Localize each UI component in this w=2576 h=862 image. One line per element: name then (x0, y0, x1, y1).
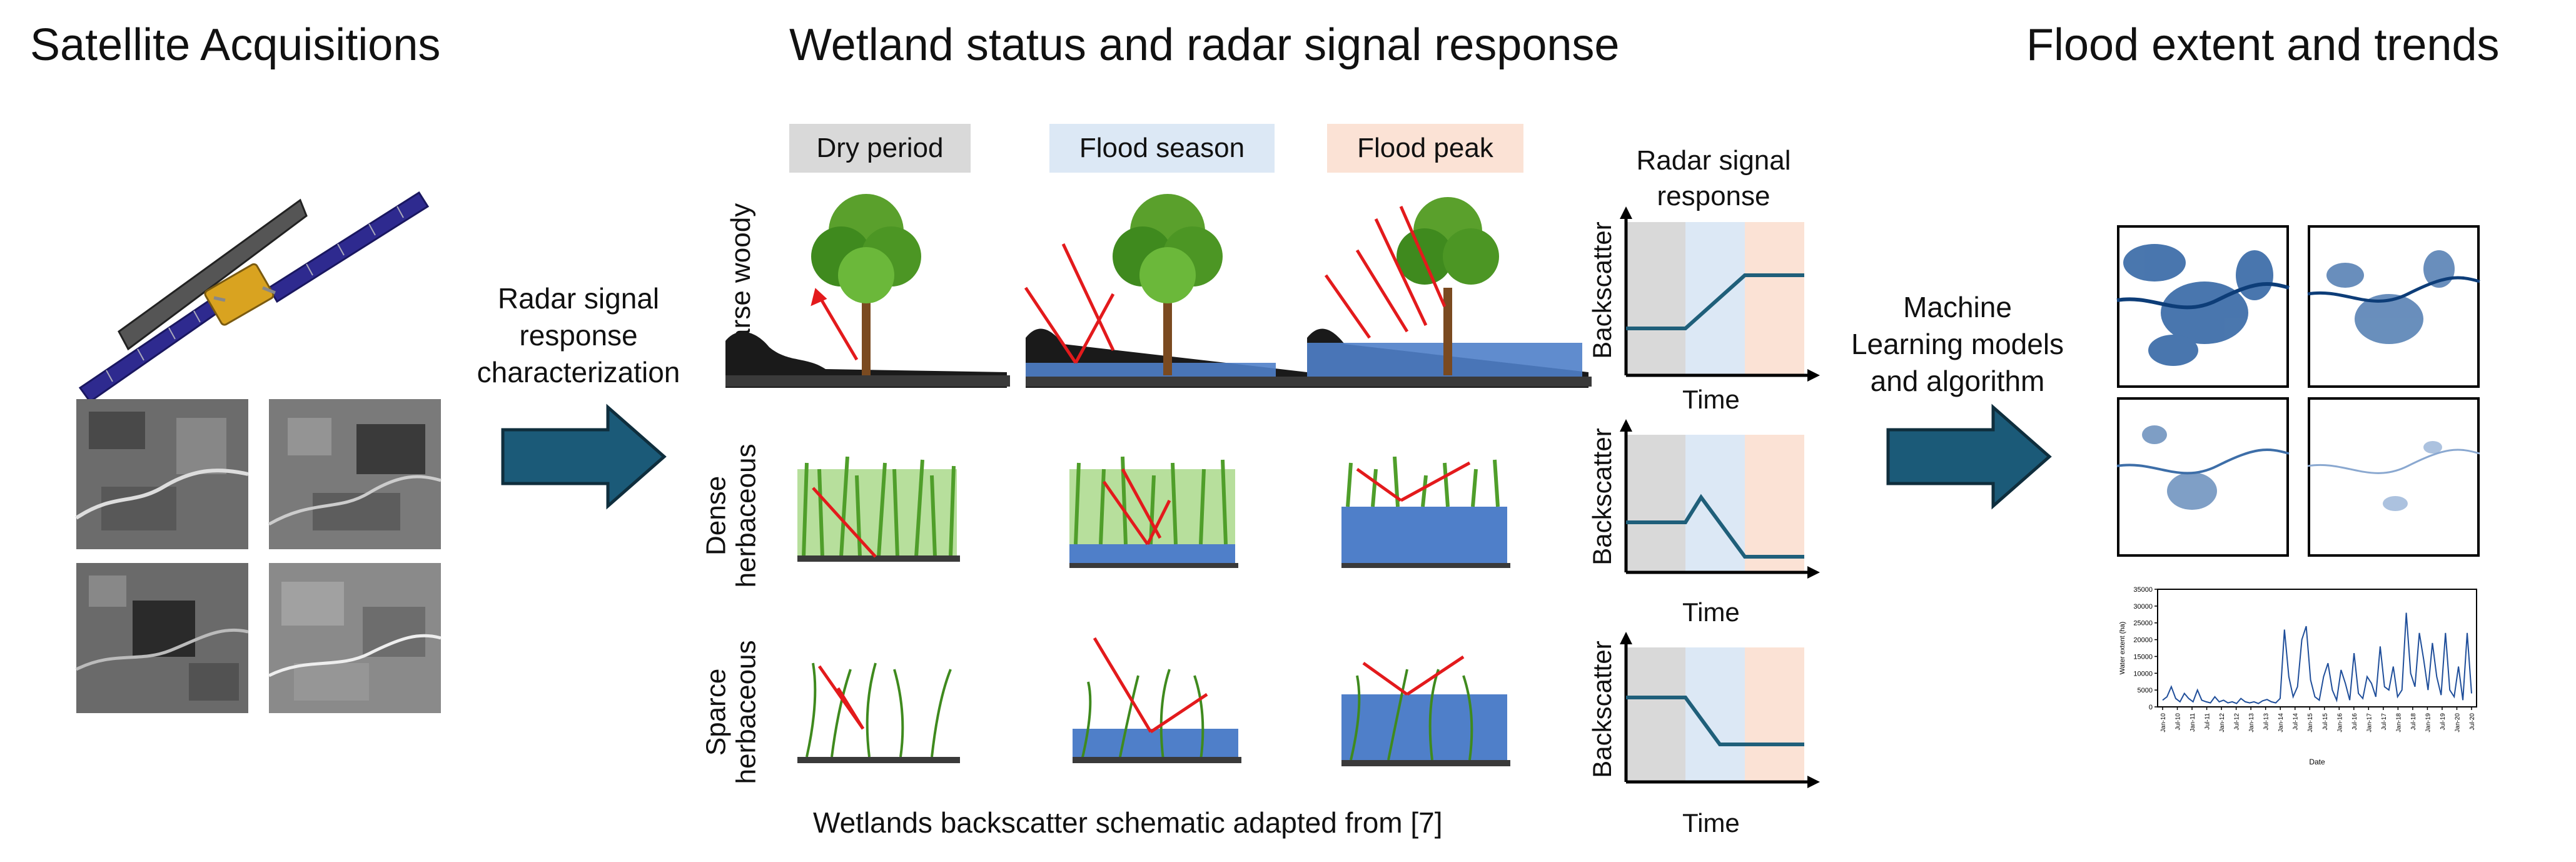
y-axis-label-1: Backscatter (1587, 221, 1617, 359)
x-tick-label: Jul-10 (2175, 713, 2182, 731)
period-dry: Dry period (789, 124, 971, 173)
y-axis-title: Water extent (ha) (2119, 622, 2126, 675)
label-radar-response-characterization: Radar signal response characterization (477, 282, 680, 388)
x-tick-label: Jan-20 (2454, 713, 2461, 733)
flood-map-1 (2116, 225, 2290, 388)
radar-panel-title: Radar signal response (1636, 145, 1791, 212)
sar-image-tile-1 (75, 399, 249, 549)
y-tick-label: 30000 (2133, 603, 2153, 611)
x-tick-label: Jan-12 (2219, 713, 2226, 733)
x-tick-label: Jul-18 (2410, 713, 2417, 731)
scene-sparce-herbaceous-flood-season (1073, 637, 1241, 763)
row-label-dense-herbaceous: Dense herbaceous (700, 444, 762, 588)
water-extent-timeseries-chart: 0 5000 10000 15000 20000 25000 30000 35000 Jan-1… (2119, 586, 2477, 766)
x-axis-label-2: Time (1682, 597, 1740, 627)
scene-dense-herbaceous-flood-peak (1341, 456, 1510, 568)
sar-image-tile-3 (75, 563, 249, 713)
x-tick-label: Jan-15 (2307, 713, 2314, 733)
x-tick-label: Jul-19 (2440, 713, 2447, 731)
x-tick-label: Jan-13 (2248, 713, 2255, 733)
scene-sparce-herbaceous-flood-peak (1341, 655, 1510, 766)
radar-response-chart-sparse-woody (1620, 206, 1820, 382)
sar-image-tile-2 (268, 399, 442, 549)
y-tick-label: 15000 (2133, 653, 2153, 661)
x-tick-label: Jan-19 (2425, 713, 2432, 733)
satellite-illustration (78, 191, 430, 403)
y-tick-label: 10000 (2133, 670, 2153, 677)
radar-response-chart-sparce-herbaceous (1620, 632, 1820, 788)
title-wetland-status: Wetland status and radar signal response (789, 20, 1620, 70)
y-tick-label: 0 (2149, 704, 2153, 711)
x-tick-label: Jul-17 (2381, 713, 2388, 731)
title-flood-extent: Flood extent and trends (2026, 20, 2500, 70)
flood-map-2 (2307, 225, 2480, 388)
y-tick-label: 20000 (2133, 637, 2153, 644)
x-tick-label: Jul-13 (2263, 713, 2270, 731)
scene-sparce-herbaceous-dry (797, 662, 960, 763)
x-tick-label: Jan-11 (2190, 713, 2196, 732)
y-tick-label: 35000 (2133, 586, 2153, 594)
x-axis-label-3: Time (1682, 808, 1740, 838)
period-flood-peak: Flood peak (1327, 124, 1523, 173)
x-tick-label: Jul-12 (2234, 713, 2241, 731)
period-flood-season: Flood season (1049, 124, 1275, 173)
x-tick-label: Jan-16 (2336, 713, 2343, 733)
scene-sparse-woody-flood-season (1024, 194, 1310, 388)
flood-map-3 (2116, 397, 2290, 557)
x-axis-label-1: Time (1682, 385, 1740, 414)
scene-sparse-woody-dry (725, 194, 1010, 388)
figure-caption: Wetlands backscatter schematic adapted f… (813, 806, 1443, 839)
y-axis-label-2: Backscatter (1587, 428, 1617, 565)
title-satellite-acquisitions: Satellite Acquisitions (30, 20, 441, 70)
y-axis-label-3: Backscatter (1587, 641, 1617, 778)
label-machine-learning: Machine Learning models and algorithm (1851, 291, 2064, 397)
x-tick-label: Jul-16 (2351, 713, 2358, 731)
x-tick-label: Jul-14 (2293, 713, 2300, 731)
x-tick-label: Jan-18 (2395, 713, 2402, 733)
x-tick-label: Jul-15 (2322, 713, 2329, 731)
x-tick-label: Jan-10 (2160, 713, 2167, 733)
x-tick-label: Jan-14 (2278, 713, 2285, 733)
flood-map-4 (2307, 397, 2480, 557)
flow-arrow-ml (1886, 403, 2052, 510)
x-tick-label: Jul-20 (2469, 713, 2476, 731)
scene-dense-herbaceous-flood-season (1069, 456, 1238, 568)
x-tick-label: Jul-11 (2205, 713, 2211, 730)
scene-sparse-woody-flood-peak (1307, 197, 1592, 388)
series-line-water-extent (2162, 612, 2472, 704)
scene-dense-herbaceous-dry (797, 456, 960, 562)
flow-arrow-characterization (501, 403, 667, 510)
row-label-sparce-herbaceous: Sparce herbaceous (700, 640, 762, 784)
radar-response-chart-dense-herbaceous (1620, 419, 1820, 579)
x-axis-title: Date (2309, 758, 2325, 766)
sar-image-tile-4 (268, 563, 442, 713)
x-tick-label: Jan-17 (2366, 713, 2373, 733)
y-tick-label: 5000 (2138, 687, 2153, 694)
y-tick-label: 25000 (2133, 620, 2153, 627)
chart-frame (2157, 589, 2477, 707)
